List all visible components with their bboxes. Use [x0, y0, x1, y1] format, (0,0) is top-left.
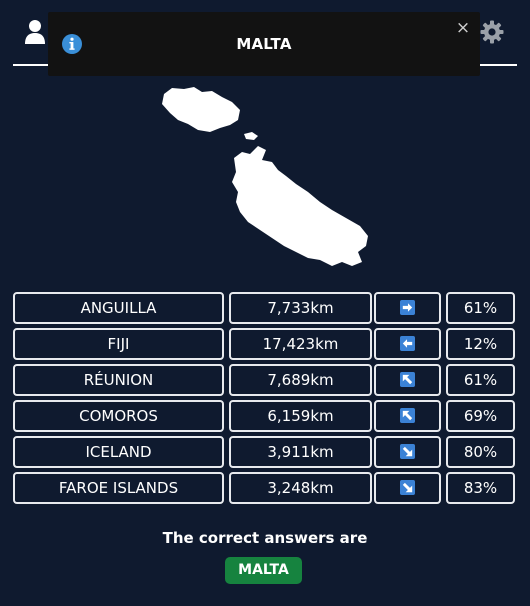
- guess-direction: [374, 400, 441, 432]
- user-icon[interactable]: [24, 19, 46, 45]
- arrow-down-right-icon: [400, 479, 415, 495]
- guess-direction: [374, 328, 441, 360]
- guess-proximity: 12%: [446, 328, 515, 360]
- arrow-down-right-icon: [400, 443, 415, 459]
- guess-proximity: 80%: [446, 436, 515, 468]
- guess-row: COMOROS 6,159km 69%: [13, 400, 515, 432]
- guess-proximity: 61%: [446, 292, 515, 324]
- guess-country: COMOROS: [13, 400, 224, 432]
- country-silhouette: [162, 87, 368, 266]
- guess-distance: 3,248km: [229, 472, 372, 504]
- guess-proximity: 69%: [446, 400, 515, 432]
- guess-country: ANGUILLA: [13, 292, 224, 324]
- guess-distance: 7,733km: [229, 292, 372, 324]
- close-icon[interactable]: ×: [455, 18, 471, 38]
- guess-proximity: 83%: [446, 472, 515, 504]
- guess-distance: 17,423km: [229, 328, 372, 360]
- guess-country: RÉUNION: [13, 364, 224, 396]
- guess-country: ICELAND: [13, 436, 224, 468]
- guess-table: ANGUILLA 7,733km 61% FIJI 17,423km 12% R…: [13, 292, 515, 508]
- island-gozo: [162, 87, 240, 132]
- answer-badge[interactable]: MALTA: [225, 557, 302, 584]
- guess-row: FAROE ISLANDS 3,248km 83%: [13, 472, 515, 504]
- toast-title: MALTA: [236, 35, 292, 53]
- guess-country: FIJI: [13, 328, 224, 360]
- guess-direction: [374, 436, 441, 468]
- arrow-up-left-icon: [400, 371, 415, 387]
- arrow-up-left-icon: [400, 407, 415, 423]
- gear-icon[interactable]: [480, 20, 504, 44]
- guess-distance: 3,911km: [229, 436, 372, 468]
- guess-direction: [374, 472, 441, 504]
- guess-row: ANGUILLA 7,733km 61%: [13, 292, 515, 324]
- guess-proximity: 61%: [446, 364, 515, 396]
- guess-row: FIJI 17,423km 12%: [13, 328, 515, 360]
- guess-country: FAROE ISLANDS: [13, 472, 224, 504]
- guess-row: RÉUNION 7,689km 61%: [13, 364, 515, 396]
- island-comino: [244, 132, 258, 140]
- answer-caption: The correct answers are: [162, 529, 368, 547]
- guess-distance: 7,689km: [229, 364, 372, 396]
- info-icon: [62, 34, 82, 54]
- arrow-right-icon: [400, 299, 415, 315]
- guess-direction: [374, 364, 441, 396]
- guess-direction: [374, 292, 441, 324]
- arrow-left-icon: [400, 335, 415, 351]
- island-malta: [232, 146, 368, 266]
- guess-row: ICELAND 3,911km 80%: [13, 436, 515, 468]
- answer-toast: MALTA ×: [48, 12, 480, 76]
- guess-distance: 6,159km: [229, 400, 372, 432]
